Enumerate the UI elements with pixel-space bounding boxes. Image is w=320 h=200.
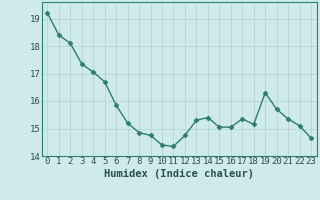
X-axis label: Humidex (Indice chaleur): Humidex (Indice chaleur) (104, 169, 254, 179)
